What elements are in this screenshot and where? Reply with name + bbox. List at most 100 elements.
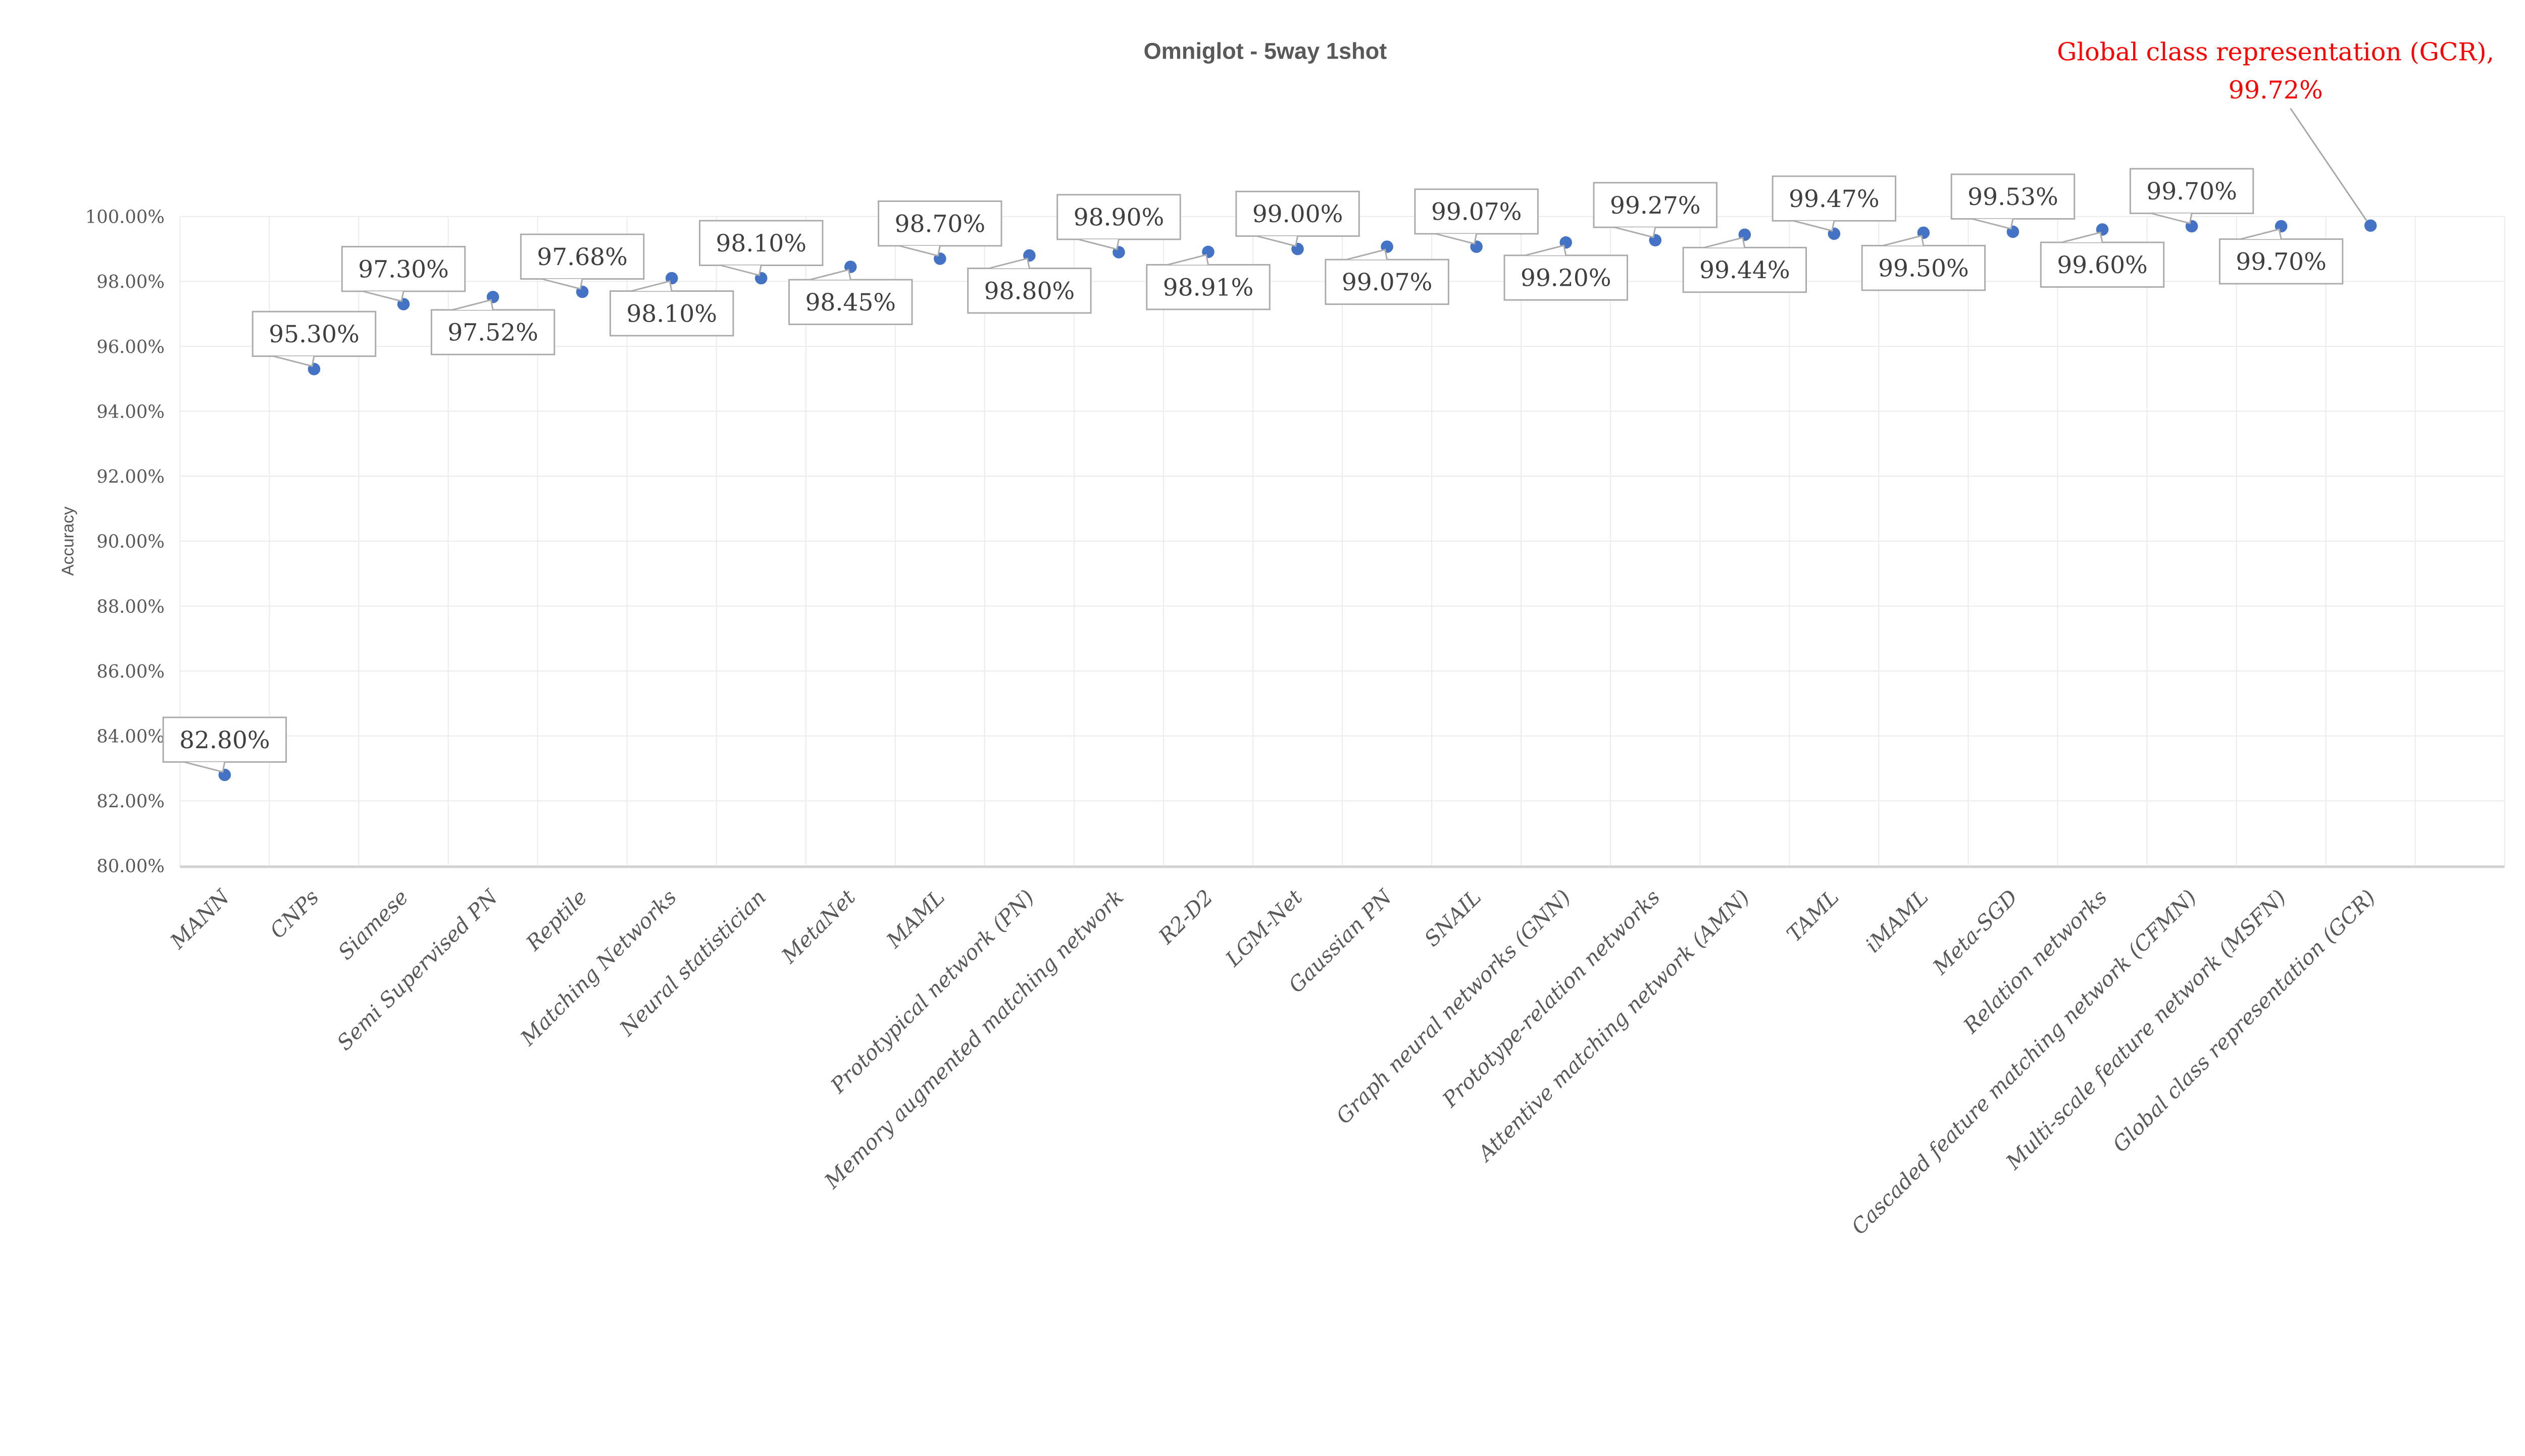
x-category-label: Relation networks: [1958, 885, 2112, 1038]
x-category-label: CNPs: [265, 885, 324, 944]
y-axis-tick-label: 92.00%: [96, 466, 165, 487]
data-point-value-label: 98.45%: [805, 289, 896, 317]
callout-leader-wedge: [988, 257, 1030, 269]
callout-leader-wedge: [1435, 233, 1478, 245]
data-point-value-label: 97.52%: [447, 319, 538, 347]
data-point-value-label: 98.10%: [716, 230, 806, 257]
data-label-callout: 99.60%: [2040, 231, 2165, 288]
callout-leader-wedge: [184, 761, 226, 773]
data-label-callout: 98.45%: [788, 269, 913, 325]
data-point-value-label: 99.60%: [2057, 251, 2148, 279]
data-point-value-label: 98.10%: [626, 300, 717, 328]
x-category-label: Matching Networks: [516, 885, 681, 1051]
y-axis-tick-label: 88.00%: [96, 596, 165, 617]
chart-title: Omniglot - 5way 1shot: [1144, 38, 1387, 64]
data-label-callout: 99.27%: [1593, 182, 1718, 238]
data-point-value-label: 98.70%: [895, 210, 986, 238]
x-category-label: Memory augmented matching network: [820, 885, 1129, 1194]
y-axis-tick-label: 98.00%: [96, 272, 165, 292]
data-label-callout: 99.07%: [1414, 188, 1539, 245]
y-axis-tick-label: 90.00%: [96, 532, 165, 552]
data-label-callout: 98.80%: [967, 257, 1092, 314]
x-category-label: Meta-SGD: [1928, 885, 2023, 979]
x-category-label: LGM-Net: [1221, 885, 1307, 972]
callout-leader-wedge: [1793, 220, 1835, 232]
plot-area: 80.00% 82.00% 84.00% 86.00% 88.00% 90.00% 92.0…: [85, 108, 2505, 1239]
data-point-value-label: 98.80%: [984, 277, 1075, 305]
x-category-label: MANN: [165, 884, 235, 954]
callout-leader-wedge: [2240, 228, 2282, 240]
data-point-value-label: 98.90%: [1074, 204, 1165, 232]
data-label-callout: 97.30%: [341, 246, 466, 302]
data-label-callout: 99.00%: [1235, 190, 1360, 247]
y-axis-title: Accuracy: [59, 506, 77, 576]
data-point-value-label: 99.70%: [2236, 248, 2327, 276]
data-point-value-label: 99.47%: [1789, 185, 1880, 213]
data-label-callout: 99.47%: [1772, 175, 1897, 232]
data-point-value-label: 97.68%: [537, 243, 628, 271]
data-label-callout: 99.70%: [2129, 168, 2254, 225]
gcr-annotation-line1: Global class representation (GCR),: [2057, 37, 2494, 67]
x-category-label: Reptile: [521, 885, 592, 956]
data-label-callout: 95.30%: [251, 310, 377, 367]
x-category-label: R2-D2: [1153, 885, 1218, 949]
x-category-label: SNAIL: [1420, 885, 1486, 951]
y-axis-tick-label: 82.00%: [96, 791, 165, 812]
data-point-value-label: 97.30%: [358, 255, 449, 283]
x-category-label: Neural statistician: [615, 885, 771, 1041]
data-point-value-label: 98.91%: [1163, 274, 1254, 301]
gcr-annotation-line2: 99.72%: [2229, 75, 2323, 105]
x-category-label: TAML: [1782, 885, 1844, 947]
x-category-label: Semi Supervised PN: [332, 884, 503, 1055]
callout-leader-wedge: [720, 265, 762, 276]
data-label-callout: 82.80%: [162, 716, 287, 773]
x-category-label: Cascaded feature matching network (CFMN): [1847, 885, 2201, 1239]
y-axis-tick-label: 94.00%: [96, 401, 165, 422]
data-point-value-label: 99.00%: [1252, 200, 1343, 228]
annotation-leader-line: [2290, 108, 2367, 221]
x-category-label: MAML: [881, 885, 949, 953]
data-label-callout: 99.70%: [2218, 228, 2344, 285]
callout-leader-wedge: [2151, 213, 2193, 225]
callout-leader-wedge: [2061, 231, 2103, 243]
callout-leader-wedge: [1525, 244, 1567, 256]
data-point-value-label: 95.30%: [269, 321, 360, 348]
data-label-callout: 99.20%: [1503, 244, 1628, 301]
data-point-value-label: 99.50%: [1878, 254, 1969, 282]
data-label-callout: 99.53%: [1950, 173, 2076, 230]
data-point-value-label: 99.44%: [1699, 256, 1790, 284]
callout-leader-wedge: [273, 355, 315, 367]
callout-leader-wedge: [1704, 236, 1746, 248]
data-point-value-label: 99.07%: [1431, 198, 1522, 226]
data-point-value-label: 99.27%: [1610, 192, 1701, 220]
callout-leader-wedge: [1883, 235, 1925, 246]
data-label-callout: 99.07%: [1325, 248, 1449, 305]
callout-leader-wedge: [810, 269, 851, 281]
data-label-callout: 99.44%: [1682, 236, 1807, 293]
data-label-callout: 98.91%: [1146, 254, 1271, 310]
data-point-value-label: 99.07%: [1342, 269, 1433, 296]
data-label-callout: 97.52%: [430, 299, 556, 355]
callout-leader-wedge: [1167, 254, 1209, 266]
callout-leader-wedge: [1078, 238, 1120, 250]
data-point-value-label: 99.70%: [2146, 178, 2237, 205]
y-axis-tick-label: 84.00%: [96, 726, 165, 747]
data-point: [2364, 219, 2377, 232]
callout-leader-wedge: [363, 290, 405, 302]
callout-leader-wedge: [1346, 248, 1388, 261]
callout-leader-wedge: [631, 280, 673, 292]
y-axis-tick-label: 96.00%: [96, 337, 165, 357]
callout-leader-wedge: [541, 278, 583, 290]
data-label-callout: 98.10%: [609, 280, 734, 337]
callout-leader-wedge: [1972, 218, 2014, 230]
data-label-callout: 97.68%: [520, 233, 645, 290]
callout-leader-wedge: [452, 299, 494, 311]
callout-leader-wedge: [899, 245, 941, 257]
x-category-label: iMAML: [1860, 885, 1933, 957]
x-category-label: MetaNet: [777, 885, 861, 969]
callout-leader-wedge: [1256, 235, 1298, 247]
data-point-value-label: 82.80%: [179, 726, 270, 754]
data-label-callout: 98.10%: [699, 220, 824, 276]
data-label-callout: 98.90%: [1056, 194, 1181, 250]
